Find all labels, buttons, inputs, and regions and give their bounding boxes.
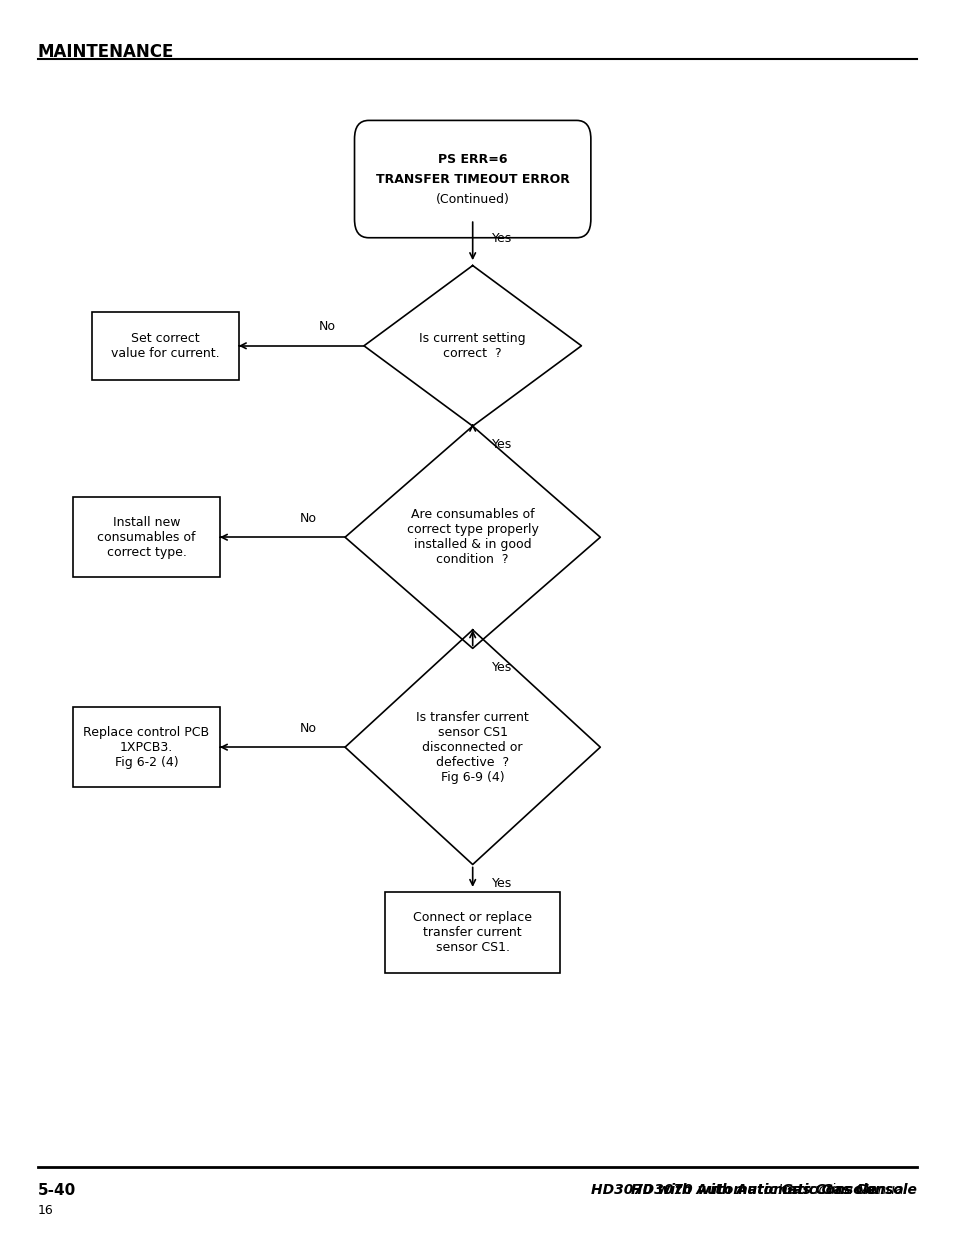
- Text: Are consumables of
correct type properly
installed & in good
condition  ?: Are consumables of correct type properly…: [406, 509, 538, 566]
- Text: Yes: Yes: [491, 877, 512, 890]
- Text: Set correct
value for current.: Set correct value for current.: [111, 332, 219, 359]
- Text: Yes: Yes: [491, 661, 512, 674]
- Text: Yes: Yes: [491, 438, 512, 452]
- Text: HD3070 with Automatic Gas Console: HD3070 with Automatic Gas Console: [590, 1183, 876, 1197]
- Text: No: No: [299, 511, 316, 525]
- FancyBboxPatch shape: [355, 121, 590, 237]
- Text: No: No: [299, 721, 316, 735]
- Text: Instruction Manual: Instruction Manual: [773, 1183, 906, 1197]
- Text: 5-40: 5-40: [38, 1183, 76, 1198]
- Text: Install new
consumables of
correct type.: Install new consumables of correct type.: [97, 516, 195, 558]
- Text: TRANSFER TIMEOUT ERROR: TRANSFER TIMEOUT ERROR: [375, 173, 569, 185]
- Text: 16: 16: [38, 1204, 53, 1218]
- Bar: [385, 892, 559, 973]
- Text: (Continued): (Continued): [436, 193, 509, 206]
- Text: Is current setting
correct  ?: Is current setting correct ?: [419, 332, 525, 359]
- Bar: [73, 498, 219, 578]
- Text: Connect or replace
transfer current
sensor CS1.: Connect or replace transfer current sens…: [413, 911, 532, 953]
- Bar: [92, 312, 238, 380]
- Text: Replace control PCB
1XPCB3.
Fig 6-2 (4): Replace control PCB 1XPCB3. Fig 6-2 (4): [83, 726, 210, 768]
- Text: Yes: Yes: [491, 232, 512, 245]
- Bar: [73, 706, 219, 788]
- Text: MAINTENANCE: MAINTENANCE: [38, 43, 174, 62]
- Text: HD3070 with Automatic Gas Console Instruction Manual: HD3070 with Automatic Gas Console Instru…: [527, 1183, 916, 1197]
- Text: HD3070 with Automatic Gas Console: HD3070 with Automatic Gas Console: [631, 1183, 916, 1197]
- Text: No: No: [318, 320, 335, 333]
- Text: Is transfer current
sensor CS1
disconnected or
defective  ?
Fig 6-9 (4): Is transfer current sensor CS1 disconnec…: [416, 710, 529, 784]
- Text: PS ERR=6: PS ERR=6: [437, 152, 507, 165]
